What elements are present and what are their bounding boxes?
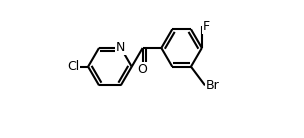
- Text: Cl: Cl: [67, 60, 79, 73]
- Text: O: O: [138, 63, 147, 76]
- Text: F: F: [203, 20, 210, 33]
- Text: N: N: [116, 41, 126, 55]
- Text: Br: Br: [206, 79, 220, 92]
